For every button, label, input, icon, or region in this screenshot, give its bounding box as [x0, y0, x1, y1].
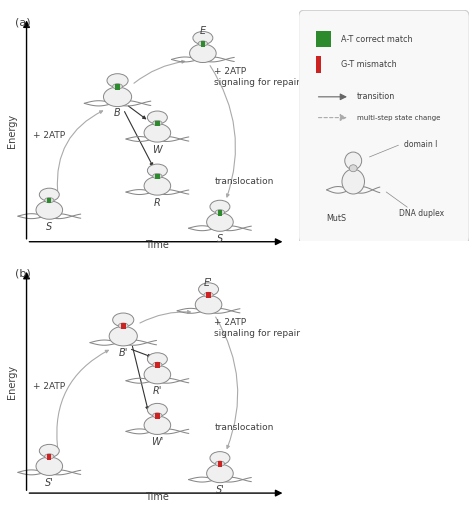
Ellipse shape [210, 451, 230, 465]
Bar [155, 362, 160, 368]
Text: R: R [154, 198, 161, 208]
Text: Energy: Energy [7, 114, 18, 148]
Text: DNA duplex: DNA duplex [399, 209, 444, 218]
Ellipse shape [45, 454, 54, 459]
FancyArrowPatch shape [216, 317, 238, 448]
Text: multi-step state change: multi-step state change [356, 114, 440, 121]
FancyBboxPatch shape [299, 10, 469, 244]
Ellipse shape [215, 461, 225, 466]
Ellipse shape [153, 173, 162, 179]
Text: S: S [217, 234, 223, 244]
Ellipse shape [147, 111, 167, 124]
Ellipse shape [345, 152, 362, 169]
Bar [218, 210, 222, 215]
Text: + 2ATP: + 2ATP [33, 131, 65, 140]
Bar [201, 41, 205, 47]
Ellipse shape [113, 84, 122, 89]
Text: W': W' [151, 437, 164, 447]
Text: B': B' [118, 348, 128, 358]
FancyArrowPatch shape [128, 106, 146, 119]
Text: G-T mismatch: G-T mismatch [341, 60, 397, 69]
Ellipse shape [36, 201, 63, 219]
Ellipse shape [144, 416, 171, 435]
FancyArrowPatch shape [140, 310, 191, 323]
Bar [206, 292, 211, 298]
Text: S: S [46, 222, 53, 232]
Ellipse shape [39, 188, 59, 201]
Ellipse shape [193, 31, 213, 45]
FancyArrowPatch shape [134, 61, 185, 83]
Ellipse shape [103, 87, 132, 107]
Ellipse shape [207, 464, 233, 483]
Ellipse shape [113, 313, 134, 327]
Text: + 2ATP
signaling for repair: + 2ATP signaling for repair [214, 318, 300, 339]
Text: MutS: MutS [326, 213, 346, 223]
Ellipse shape [204, 292, 213, 298]
Text: W: W [153, 145, 162, 154]
Text: (a): (a) [15, 17, 31, 28]
Text: S': S' [45, 478, 54, 488]
Ellipse shape [36, 457, 63, 476]
Bar [47, 454, 52, 460]
Ellipse shape [107, 74, 128, 87]
Text: translocation: translocation [214, 177, 273, 186]
FancyArrowPatch shape [125, 112, 153, 166]
Text: A-T correct match: A-T correct match [341, 34, 413, 44]
Text: Energy: Energy [7, 365, 18, 399]
Bar [316, 56, 321, 73]
Text: + 2ATP: + 2ATP [33, 382, 65, 391]
FancyArrowPatch shape [57, 350, 108, 447]
Ellipse shape [144, 124, 171, 142]
Text: B: B [114, 108, 121, 119]
Ellipse shape [195, 295, 222, 314]
Ellipse shape [147, 403, 167, 417]
Ellipse shape [153, 121, 162, 126]
Ellipse shape [190, 44, 216, 63]
Ellipse shape [153, 362, 162, 367]
Ellipse shape [109, 326, 137, 346]
FancyArrowPatch shape [210, 66, 236, 197]
Bar [121, 323, 126, 329]
Text: R': R' [153, 386, 162, 396]
Ellipse shape [198, 41, 208, 46]
Ellipse shape [207, 213, 233, 231]
Ellipse shape [144, 365, 171, 384]
Bar [155, 413, 160, 419]
Text: translocation: translocation [214, 423, 273, 432]
Text: (b): (b) [15, 269, 31, 279]
Ellipse shape [147, 353, 167, 366]
FancyArrowPatch shape [132, 346, 148, 409]
Bar [316, 31, 331, 47]
Bar [47, 198, 52, 204]
Text: S': S' [216, 485, 224, 495]
FancyArrowPatch shape [131, 349, 151, 357]
Ellipse shape [349, 165, 357, 172]
Ellipse shape [342, 169, 365, 194]
Ellipse shape [144, 176, 171, 195]
Ellipse shape [45, 198, 54, 203]
Bar [155, 173, 160, 180]
Ellipse shape [199, 283, 219, 296]
Text: E: E [200, 26, 206, 36]
Ellipse shape [215, 210, 225, 215]
Ellipse shape [39, 444, 59, 457]
Ellipse shape [153, 413, 162, 418]
Text: + 2ATP
signaling for repair: + 2ATP signaling for repair [214, 67, 300, 87]
Text: Time: Time [146, 240, 169, 250]
Bar [155, 121, 160, 126]
Bar [115, 84, 120, 90]
Bar [218, 461, 222, 467]
Text: transition: transition [356, 92, 395, 102]
Text: E': E' [204, 278, 213, 288]
Ellipse shape [118, 323, 128, 328]
FancyArrowPatch shape [57, 111, 102, 191]
Ellipse shape [147, 164, 167, 177]
Text: Time: Time [146, 491, 169, 502]
Text: domain I: domain I [404, 140, 438, 149]
Ellipse shape [210, 200, 230, 213]
